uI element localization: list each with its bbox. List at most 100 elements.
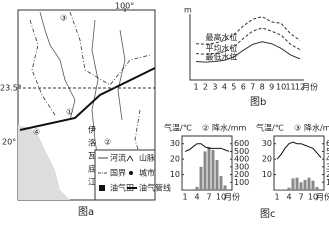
series-label: 最高水位 (205, 32, 237, 42)
legend-label: 油气管线 (139, 183, 171, 193)
rivers (39, 11, 126, 176)
axis (189, 14, 304, 81)
x-tick-label: 4 (286, 193, 291, 202)
temp-line (276, 141, 322, 160)
sea (18, 125, 70, 200)
x-tick-label: 7 (206, 193, 211, 202)
x-tick-label: 4 (222, 83, 227, 92)
x-tick-label: 10 (216, 193, 226, 202)
plot-frame (273, 135, 325, 191)
precip-bar (307, 177, 311, 190)
point: ④ (33, 128, 40, 137)
series-label: 最低水位 (205, 52, 237, 62)
plot-frame (181, 135, 233, 191)
river-char: 洛 (88, 138, 96, 148)
point: ① (66, 108, 73, 117)
x-tick-label: 2 (203, 83, 208, 92)
y2-tick-label: 200 (326, 170, 329, 179)
x-tick-label: 10 (276, 83, 286, 92)
x-unit: 月份 (316, 192, 329, 202)
y-tick-label: 10 (262, 170, 272, 179)
x-tick-label: 10 (308, 193, 318, 202)
y-tick-label: 20 (170, 155, 180, 164)
x-unit: 月份 (302, 82, 318, 92)
caption: 图c (260, 208, 276, 220)
level-line (195, 41, 301, 63)
legend-label: 河流 (110, 153, 126, 163)
x-tick-label: 5 (231, 83, 236, 92)
precip-bar (287, 187, 291, 190)
river-char: 瓦 (88, 152, 96, 161)
point: ③ (60, 14, 67, 23)
temp-line (184, 143, 230, 152)
precip-bar (199, 166, 203, 190)
station: ③ (294, 124, 301, 133)
x-tick-label: 8 (260, 83, 265, 92)
x-tick-label: 12 (295, 83, 305, 92)
precip-bar (291, 178, 295, 190)
latitude: 23.5° (0, 84, 22, 93)
precip-bar (195, 186, 199, 190)
precip-label: 降水/mm (212, 123, 246, 133)
map-frame (17, 9, 156, 201)
y-tick-label: 10 (170, 170, 180, 179)
level-line (195, 27, 301, 55)
precip-bar (303, 179, 307, 190)
precip-label: 降水/mm (304, 123, 329, 133)
y2-tick-label: 200 (234, 170, 249, 179)
y2-tick-label: 400 (326, 155, 329, 164)
precip-bar (227, 189, 231, 190)
precip-bar (207, 146, 211, 190)
y-tick-label: 30 (170, 139, 180, 148)
y2-tick-label: 400 (234, 155, 249, 164)
x-tick-label: 6 (241, 83, 246, 92)
y-tick-label: 20 (262, 155, 272, 164)
y-tick-label: 30 (262, 139, 272, 148)
x-unit: 月份 (224, 192, 240, 202)
x-tick-label: 1 (274, 193, 279, 202)
legend-label: 国界 (110, 169, 126, 178)
legend-symbol (99, 185, 105, 191)
x-tick-label: 7 (298, 193, 303, 202)
precip-bar (299, 182, 303, 190)
y2-tick-label: 500 (326, 147, 329, 156)
legend-symbol (126, 155, 134, 162)
station: ② (202, 124, 209, 133)
y2-tick-label: 300 (234, 162, 249, 171)
precip-bar (315, 186, 319, 190)
precip-bar (219, 176, 223, 190)
y2-tick-label: 600 (326, 139, 329, 148)
temp-label: 气温/℃ (164, 123, 192, 133)
y2-tick-label: 300 (326, 162, 329, 171)
precip-bar (191, 189, 195, 190)
x-tick-label: 1 (182, 193, 187, 202)
pipeline (19, 67, 156, 131)
x-tick-label: 7 (250, 83, 255, 92)
legend-symbol (129, 171, 133, 175)
longitude: 100° (115, 2, 134, 11)
precip-bar (203, 151, 207, 190)
latitude: 20° (2, 138, 16, 147)
precip-bar (223, 185, 227, 190)
x-tick-label: 9 (269, 83, 274, 92)
x-tick-label: 11 (285, 83, 295, 92)
legend-label: 山脉 (139, 153, 155, 163)
river-char: 底 (88, 164, 96, 174)
series-label: 平均水位 (205, 43, 237, 53)
point: ② (104, 138, 111, 147)
precip-bar (211, 149, 215, 190)
level-line (195, 16, 301, 45)
caption: 图a (78, 206, 94, 218)
y2-tick-label: 500 (234, 147, 249, 156)
river-char: 江 (88, 178, 96, 187)
precip-bar (295, 177, 299, 190)
y-unit: m (184, 6, 192, 15)
x-tick-label: 4 (194, 193, 199, 202)
caption: 图b (250, 96, 266, 108)
y2-tick-label: 600 (234, 139, 249, 148)
legend-label: 城市 (139, 168, 155, 178)
precip-bar (215, 159, 219, 190)
y2-tick-label: 100 (326, 178, 329, 187)
